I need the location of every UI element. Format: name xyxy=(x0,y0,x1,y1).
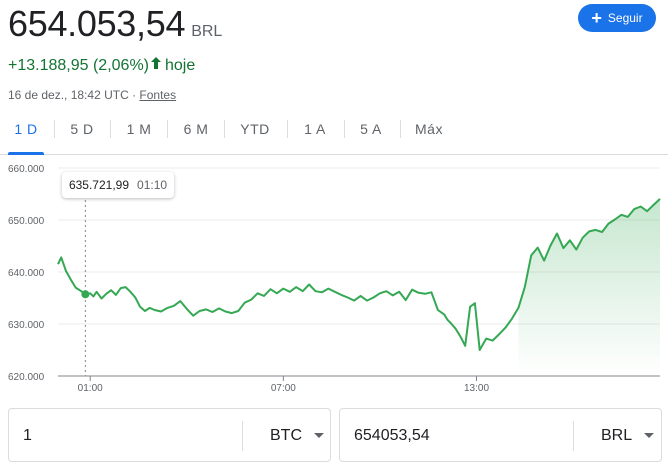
tab-divider xyxy=(287,120,288,138)
range-tabs: 1 D 5 D 1 M 6 M YTD 1 A 5 A Máx xyxy=(0,114,668,155)
price-area-fill xyxy=(518,198,660,376)
sources-link[interactable]: Fontes xyxy=(139,88,177,102)
tooltip-value: 635.721,99 xyxy=(68,178,130,192)
y-tick-label: 650.000 xyxy=(8,216,45,227)
converter-divider xyxy=(573,421,574,451)
converter-to: 654053,54 BRL xyxy=(339,408,662,462)
timestamp-row: 16 de dez., 18:42 UTC · Fontes xyxy=(8,88,176,102)
to-currency-select[interactable]: BRL xyxy=(601,409,655,463)
y-tick-label: 630.000 xyxy=(8,320,45,331)
tooltip-time: 01:10 xyxy=(137,178,168,192)
tab-divider xyxy=(400,120,401,138)
change-value: +13.188,95 (2,06%) xyxy=(8,56,149,74)
tab-1m[interactable]: 1 M xyxy=(126,121,152,137)
hover-point xyxy=(81,290,90,299)
tab-divider xyxy=(167,120,168,138)
price-line xyxy=(57,198,661,351)
tab-divider xyxy=(110,120,111,138)
change-period: hoje xyxy=(165,56,196,74)
y-tick-label: 640.000 xyxy=(8,268,45,279)
to-amount-input[interactable]: 654053,54 xyxy=(354,427,430,444)
price-chart[interactable]: 660.000 650.000 640.000 630.000 620.000 01:00… xyxy=(0,155,668,400)
x-tick-label: 13:00 xyxy=(464,383,489,394)
arrow-up-icon xyxy=(150,56,162,75)
from-currency-select[interactable]: BTC xyxy=(270,409,324,463)
x-tick-label: 01:00 xyxy=(78,383,103,394)
active-tab-indicator xyxy=(8,152,44,155)
tab-1d[interactable]: 1 D xyxy=(14,121,38,137)
tab-ytd[interactable]: YTD xyxy=(240,121,270,137)
current-price: 654.053,54 xyxy=(8,3,186,44)
plus-icon: + xyxy=(591,8,602,28)
chevron-down-icon xyxy=(644,433,655,439)
chart-tooltip: 635.721,99 01:10 xyxy=(62,172,174,198)
y-tick-label: 620.000 xyxy=(8,372,45,383)
tab-max[interactable]: Máx xyxy=(415,121,443,137)
tab-5d[interactable]: 5 D xyxy=(70,121,94,137)
to-currency-label: BRL xyxy=(601,427,633,444)
from-amount-input[interactable]: 1 xyxy=(23,427,32,444)
tab-divider xyxy=(224,120,225,138)
price-currency: BRL xyxy=(191,23,223,40)
chevron-down-icon xyxy=(314,433,324,439)
tab-5a[interactable]: 5 A xyxy=(360,121,382,137)
tab-divider xyxy=(54,120,55,138)
follow-label: Seguir xyxy=(607,11,643,25)
tab-1a[interactable]: 1 A xyxy=(304,121,326,137)
converter-divider xyxy=(242,421,243,451)
timestamp: 16 de dez., 18:42 UTC · xyxy=(8,88,140,102)
price-change: +13.188,95 (2,06%) hoje xyxy=(8,56,195,75)
tab-6m[interactable]: 6 M xyxy=(183,121,209,137)
x-tick-label: 07:00 xyxy=(271,383,296,394)
from-currency-label: BTC xyxy=(270,427,302,444)
y-tick-label: 660.000 xyxy=(8,164,45,175)
converter-from: 1 BTC xyxy=(8,408,331,462)
price-header: 654.053,54 BRL xyxy=(8,2,222,46)
follow-button[interactable]: + Seguir xyxy=(578,4,656,32)
tab-divider xyxy=(344,120,345,138)
